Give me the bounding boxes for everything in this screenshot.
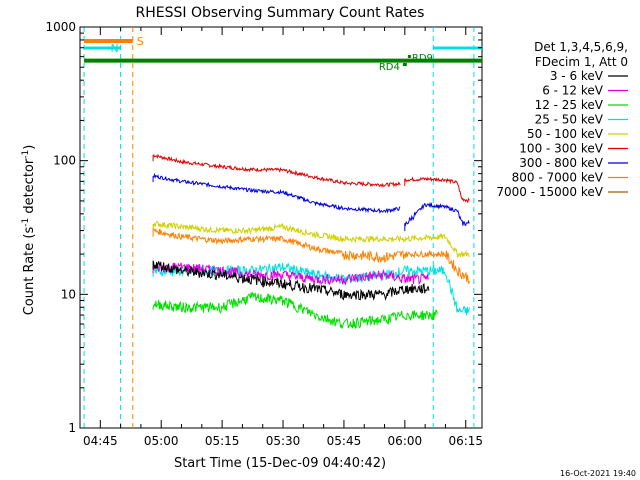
x-tick-label: 05:00 — [144, 434, 179, 448]
legend-label: 800 - 7000 keV — [512, 171, 604, 185]
series-line — [152, 172, 401, 215]
y-tick-label: 100 — [53, 154, 76, 168]
rd4-label: RD4 — [379, 62, 400, 73]
saa-label: S — [137, 35, 144, 48]
status-bar-labels: S N RD4 RD9 — [110, 35, 432, 73]
axis-ticks: 1 10 100 1000 04:45 05:00 05:15 05:30 05:45 06:00… — [45, 20, 483, 448]
series-line — [152, 262, 430, 286]
legend-label: 25 - 50 keV — [535, 113, 604, 127]
rd9-label: RD9 — [412, 53, 433, 64]
y-axis-title: Count Rate (s-1 detector-1) — [21, 145, 37, 316]
legend-label: 7000 - 15000 keV — [496, 185, 603, 199]
y-tick-label: 1000 — [45, 20, 76, 34]
series-line — [152, 260, 430, 301]
series-line — [404, 176, 470, 204]
x-tick-label: 05:15 — [205, 434, 240, 448]
x-tick-label: 04:45 — [83, 434, 118, 448]
x-tick-label: 05:30 — [266, 434, 301, 448]
x-axis-title: Start Time (15-Dec-09 04:40:42) — [174, 456, 386, 471]
footer-timestamp: 16-Oct-2021 19:40 — [560, 469, 636, 478]
series-line — [152, 220, 470, 258]
rd9-mark — [407, 55, 411, 58]
series-line — [152, 227, 470, 284]
series-line — [404, 201, 470, 232]
legend-label: 100 - 300 keV — [519, 142, 603, 156]
x-tick-label: 06:15 — [448, 434, 483, 448]
y-tick-label: 1 — [68, 421, 76, 435]
status-bars — [84, 39, 482, 66]
legend-label: 50 - 100 keV — [527, 127, 604, 141]
data-series — [152, 153, 470, 329]
x-tick-label: 05:45 — [327, 434, 362, 448]
legend-header-line-2: FDecim 1, Att 0 — [535, 55, 628, 69]
series-line — [152, 291, 438, 329]
axes — [79, 26, 483, 429]
y-tick-label: 10 — [61, 287, 76, 301]
legend: Det 1,3,4,5,6,9, FDecim 1, Att 0 3 - 6 k… — [496, 40, 628, 199]
x-tick-label: 06:00 — [388, 434, 423, 448]
marker-lines — [83, 27, 475, 428]
chart-title: RHESSI Observing Summary Count Rates — [136, 5, 425, 21]
night-label: N — [110, 42, 118, 55]
legend-label: 3 - 6 keV — [550, 69, 604, 83]
legend-label: 6 - 12 keV — [542, 84, 604, 98]
legend-header-line-1: Det 1,3,4,5,6,9, — [534, 40, 628, 54]
rd4-mark — [402, 63, 407, 66]
series-line — [152, 153, 401, 188]
legend-label: 300 - 800 keV — [519, 156, 603, 170]
plot-frame — [79, 26, 483, 429]
legend-label: 12 - 25 keV — [535, 98, 604, 112]
